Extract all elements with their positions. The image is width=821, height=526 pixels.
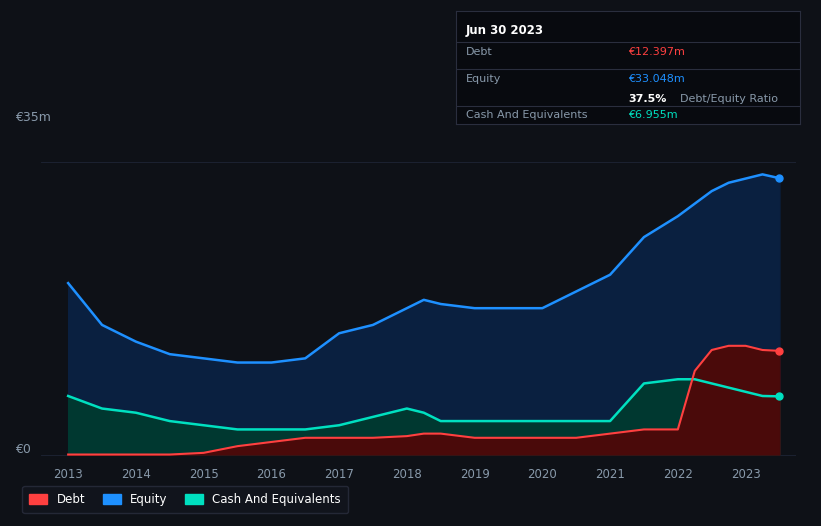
Text: Jun 30 2023: Jun 30 2023 [466,24,544,37]
Text: Debt/Equity Ratio: Debt/Equity Ratio [680,94,777,104]
Legend: Debt, Equity, Cash And Equivalents: Debt, Equity, Cash And Equivalents [22,486,348,513]
Text: €6.955m: €6.955m [628,110,677,120]
Text: 37.5%: 37.5% [628,94,667,104]
Text: €0: €0 [15,443,30,457]
Text: €12.397m: €12.397m [628,47,685,57]
Text: Equity: Equity [466,74,502,84]
Text: €35m: €35m [15,110,50,124]
Text: Cash And Equivalents: Cash And Equivalents [466,110,588,120]
Text: €33.048m: €33.048m [628,74,685,84]
Text: Debt: Debt [466,47,493,57]
